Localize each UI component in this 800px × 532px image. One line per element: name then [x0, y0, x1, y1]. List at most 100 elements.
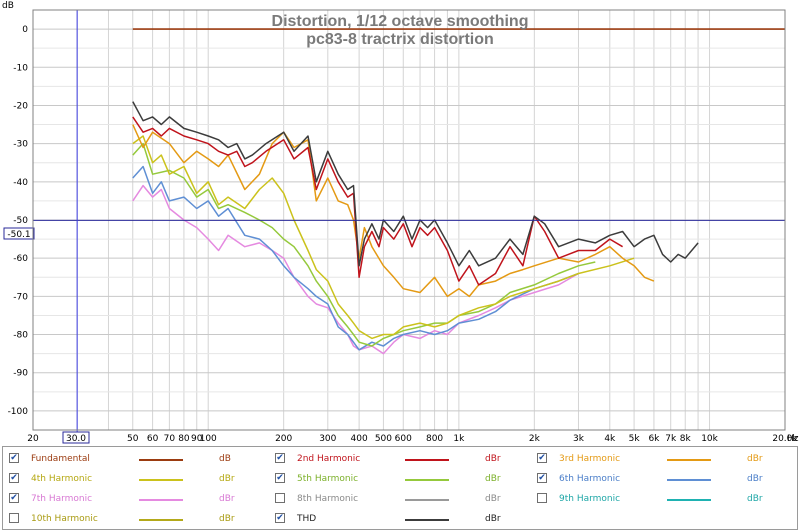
cursor-y-readout: -50.1 — [7, 230, 30, 240]
x-axis-unit: Hz — [787, 434, 799, 444]
x-tick-label: 2k — [529, 434, 541, 444]
legend-unit: dBr — [485, 514, 501, 524]
y-tick-label: -60 — [13, 254, 28, 264]
legend-line-swatch — [139, 479, 183, 481]
legend-line-swatch — [405, 479, 449, 481]
series-line-5th-harmonic — [132, 142, 596, 347]
legend-line-swatch — [139, 459, 183, 461]
legend-label: 9th Harmonic — [559, 494, 621, 504]
x-tick-label: 800 — [426, 434, 443, 444]
x-tick-label: 300 — [319, 434, 336, 444]
y-tick-label: -50 — [13, 216, 28, 226]
series-line-thd — [132, 101, 699, 267]
legend-checkbox[interactable]: ✔ — [9, 453, 19, 463]
x-tick-label: 8k — [680, 434, 692, 444]
legend-checkbox[interactable]: ✔ — [9, 493, 19, 503]
chart-subtitle: pc83-8 tractrix distortion — [306, 31, 494, 48]
y-tick-label: 0 — [22, 25, 28, 35]
legend-item-h9[interactable]: 9th Harmonic dBr — [537, 490, 792, 508]
legend-unit: dBr — [219, 494, 235, 504]
x-tick-label: 10k — [701, 434, 718, 444]
legend-label: THD — [297, 514, 317, 524]
legend-unit: dBr — [219, 514, 235, 524]
legend-label: 5th Harmonic — [297, 474, 359, 484]
legend-line-swatch — [405, 519, 449, 521]
legend-line-swatch — [667, 479, 711, 481]
series-line-4th-harmonic — [132, 135, 635, 340]
legend-label: 6th Harmonic — [559, 474, 621, 484]
y-tick-label: -90 — [13, 369, 28, 379]
y-tick-label: -30 — [13, 140, 28, 150]
legend-item-h6[interactable]: ✔ 6th Harmonic dBr — [537, 470, 792, 488]
legend-unit: dBr — [485, 454, 501, 464]
y-axis-unit: dB — [2, 1, 14, 11]
y-tick-label: -100 — [8, 407, 29, 417]
legend-label: Fundamental — [31, 454, 90, 464]
series-line-3rd-harmonic — [132, 124, 655, 298]
legend-item-h3[interactable]: ✔ 3rd Harmonic dBr — [537, 450, 792, 468]
legend-item-h4[interactable]: ✔ 4th Harmonic dBr — [9, 470, 264, 488]
x-tick-label: 7k — [665, 434, 677, 444]
legend-line-swatch — [139, 519, 183, 521]
x-tick-label: 400 — [351, 434, 368, 444]
cursor-x-readout-box: 30.0 — [62, 431, 90, 444]
legend-unit: dBr — [219, 474, 235, 484]
legend-checkbox[interactable] — [9, 513, 19, 523]
y-tick-label: -10 — [13, 63, 28, 73]
legend-item-h7[interactable]: ✔ 7th Harmonic dBr — [9, 490, 264, 508]
x-tick-label: 1k — [453, 434, 465, 444]
x-tick-label: 90 — [191, 434, 203, 444]
x-tick-label: 20.0k — [772, 434, 798, 444]
legend-item-h5[interactable]: ✔ 5th Harmonic dBr — [275, 470, 530, 488]
legend-checkbox[interactable]: ✔ — [537, 453, 547, 463]
series-line-2nd-harmonic — [132, 116, 623, 286]
legend-item-h8[interactable]: 8th Harmonic dBr — [275, 490, 530, 508]
legend-checkbox[interactable]: ✔ — [537, 473, 547, 483]
legend-line-swatch — [405, 459, 449, 461]
legend-checkbox[interactable] — [275, 493, 285, 503]
legend-checkbox[interactable]: ✔ — [275, 513, 285, 523]
x-tick-label: 3k — [573, 434, 585, 444]
chart-title: Distortion, 1/12 octave smoothing — [272, 13, 529, 30]
x-tick-label: 80 — [178, 434, 190, 444]
legend-label: 4th Harmonic — [31, 474, 93, 484]
legend-line-swatch — [405, 499, 449, 501]
x-tick-label: 20 — [27, 434, 39, 444]
legend-label: 7th Harmonic — [31, 494, 93, 504]
legend-label: 3rd Harmonic — [559, 454, 621, 464]
x-tick-label: 6k — [648, 434, 660, 444]
legend-label: 2nd Harmonic — [297, 454, 361, 464]
legend-label: 10th Harmonic — [31, 514, 98, 524]
x-tick-label: 60 — [147, 434, 159, 444]
y-tick-label: -20 — [13, 101, 28, 111]
legend-unit: dBr — [485, 474, 501, 484]
legend-unit: dBr — [485, 494, 501, 504]
legend-line-swatch — [667, 499, 711, 501]
legend-checkbox[interactable]: ✔ — [275, 453, 285, 463]
series-line-6th-harmonic — [132, 165, 579, 351]
y-tick-label: -40 — [13, 178, 28, 188]
y-axis-ticks: 0 -10 -20 -30 -40 -50 -60 -70 -80 -90 -100 — [8, 25, 29, 417]
y-tick-label: -70 — [13, 292, 28, 302]
legend-checkbox[interactable]: ✔ — [275, 473, 285, 483]
legend-checkbox[interactable] — [537, 493, 547, 503]
legend-line-swatch — [667, 459, 711, 461]
legend-item-fund[interactable]: ✔ Fundamental dB — [9, 450, 264, 468]
legend-item-thd[interactable]: ✔ THD dBr — [275, 510, 530, 528]
legend-line-swatch — [139, 499, 183, 501]
plot-border — [32, 9, 786, 431]
legend-item-h10[interactable]: 10th Harmonic dBr — [9, 510, 264, 528]
x-tick-label: 500 — [375, 434, 392, 444]
x-tick-label: 70 — [164, 434, 176, 444]
x-tick-label: 50 — [127, 434, 139, 444]
legend-unit: dBr — [747, 494, 763, 504]
legend-unit: dBr — [747, 454, 763, 464]
x-tick-label: 4k — [604, 434, 616, 444]
legend-item-h2[interactable]: ✔ 2nd Harmonic dBr — [275, 450, 530, 468]
legend-unit: dBr — [747, 474, 763, 484]
legend-checkbox[interactable]: ✔ — [9, 473, 19, 483]
cursor-x-readout: 30.0 — [66, 434, 86, 444]
y-tick-label: -80 — [13, 331, 28, 341]
